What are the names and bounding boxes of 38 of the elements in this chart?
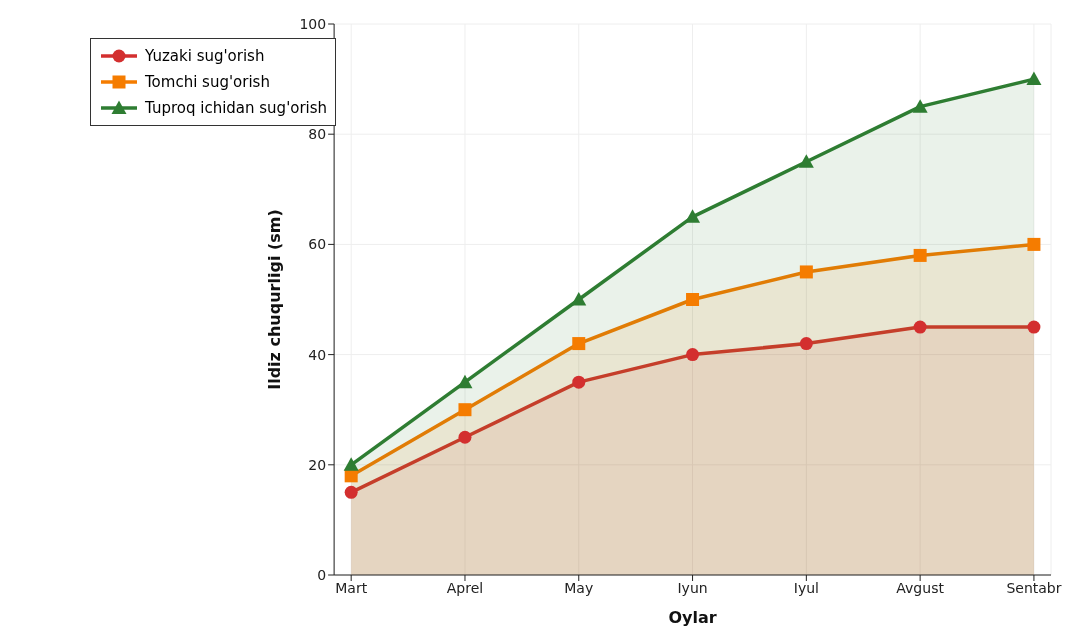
point (686, 293, 700, 306)
point (1026, 71, 1042, 86)
y-tick-label: 60 (308, 236, 327, 253)
x-tick-label: Iyun (677, 579, 708, 596)
point (458, 403, 472, 417)
point (799, 265, 813, 279)
point (457, 374, 473, 389)
x-tick-label: Mart (335, 579, 368, 596)
point (798, 154, 814, 168)
point (685, 209, 701, 223)
point (799, 337, 813, 351)
point (458, 430, 472, 444)
y-tick-label: 100 (299, 15, 327, 32)
x-tick-label: May (564, 579, 594, 596)
y-tick-label: 40 (308, 346, 327, 363)
y-tick-label: 80 (308, 126, 327, 143)
x-tick-label: Sentabr (1006, 579, 1062, 596)
point (344, 485, 358, 499)
legend-label: Tomchi sug'orish (145, 72, 270, 93)
x-tick-label: Avgust (896, 579, 945, 596)
point (913, 248, 927, 262)
x-axis-title: Oylar (668, 608, 717, 627)
point (1027, 237, 1041, 251)
point (343, 457, 359, 471)
point (686, 348, 700, 362)
point (1027, 320, 1041, 334)
point (572, 337, 586, 351)
x-tick-label: Aprel (446, 579, 484, 596)
legend-label: Yuzaki sug'orish (145, 46, 265, 67)
y-axis-title: Ildiz chuqurligi (sm) (264, 209, 284, 390)
point (572, 375, 586, 389)
y-tick-label: 0 (317, 566, 327, 583)
x-tick-label: Iyul (793, 579, 819, 596)
point (913, 320, 927, 334)
y-tick-label: 20 (308, 456, 327, 473)
point (912, 99, 928, 113)
legend-label: Tuproq ichidan sug'orish (145, 98, 328, 119)
point (571, 292, 587, 306)
